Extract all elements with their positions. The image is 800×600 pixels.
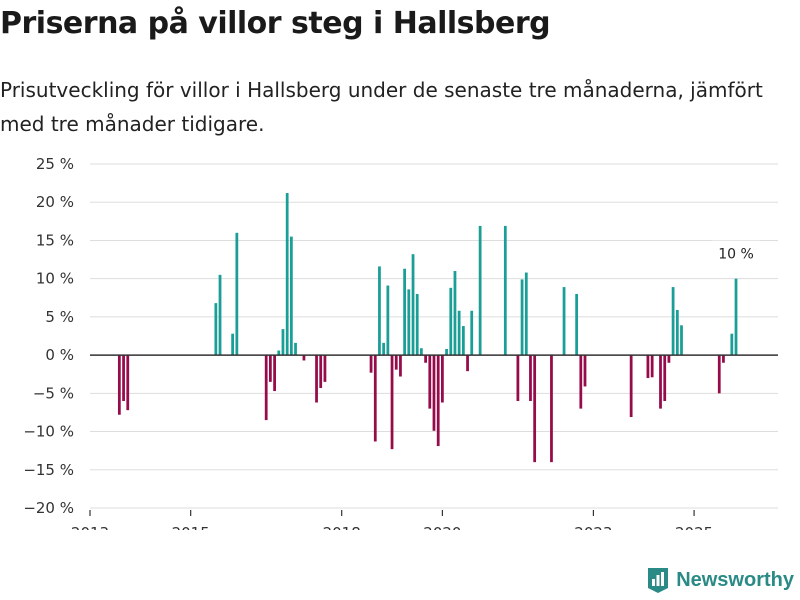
bar bbox=[629, 355, 633, 418]
bars bbox=[117, 193, 738, 463]
y-tick-label: −10 % bbox=[23, 423, 74, 441]
bar bbox=[273, 355, 276, 392]
bar bbox=[503, 225, 507, 356]
brand-name: Newsworthy bbox=[676, 568, 794, 591]
bar bbox=[231, 333, 234, 356]
bar bbox=[579, 355, 583, 409]
bar bbox=[289, 236, 293, 356]
y-tick-label: 10 % bbox=[36, 270, 74, 288]
bar bbox=[432, 355, 436, 431]
bar bbox=[285, 193, 289, 356]
chart-subtitle: Prisutveckling för villor i Hallsberg un… bbox=[0, 78, 763, 136]
bar bbox=[524, 272, 528, 356]
bar bbox=[214, 303, 218, 356]
bar bbox=[470, 310, 474, 356]
bar bbox=[411, 254, 415, 356]
bar bbox=[428, 355, 432, 409]
y-tick-label: 20 % bbox=[36, 193, 74, 211]
bar bbox=[717, 355, 721, 394]
bar bbox=[315, 355, 318, 403]
bar bbox=[516, 355, 520, 401]
bar bbox=[122, 355, 125, 401]
bar bbox=[424, 355, 427, 363]
bar bbox=[562, 287, 566, 356]
bar bbox=[235, 232, 239, 356]
bar bbox=[294, 342, 297, 356]
x-tick-label: 2025 bbox=[675, 524, 713, 530]
bar bbox=[461, 326, 465, 356]
bar bbox=[583, 355, 587, 387]
bar bbox=[533, 355, 537, 463]
bar bbox=[302, 355, 306, 361]
bar bbox=[117, 355, 121, 415]
bar bbox=[575, 293, 579, 356]
bar bbox=[646, 355, 650, 379]
bar bbox=[659, 355, 662, 409]
bar bbox=[126, 355, 130, 411]
bar bbox=[675, 310, 679, 356]
x-tick-label: 2018 bbox=[323, 524, 361, 530]
bar bbox=[382, 342, 386, 356]
y-tick-label: 15 % bbox=[36, 231, 74, 249]
bar bbox=[268, 355, 272, 382]
y-tick-label: 5 % bbox=[45, 308, 74, 326]
chart-title: Priserna på villor steg i Hallsberg bbox=[0, 6, 551, 41]
bar bbox=[319, 355, 323, 388]
bar bbox=[441, 355, 444, 403]
bar bbox=[680, 325, 683, 356]
bar bbox=[394, 355, 398, 370]
bar bbox=[550, 355, 553, 463]
last-value-label: 10 % bbox=[718, 247, 754, 263]
bar bbox=[369, 355, 373, 373]
annotations: 10 % bbox=[712, 240, 761, 265]
bar bbox=[403, 268, 407, 356]
bar bbox=[373, 355, 377, 442]
bar bbox=[420, 348, 423, 356]
bar bbox=[407, 289, 411, 356]
bar bbox=[650, 355, 654, 378]
bar bbox=[218, 274, 222, 356]
bar bbox=[457, 310, 461, 356]
y-tick-label: 25 % bbox=[36, 155, 74, 173]
bar bbox=[671, 287, 675, 356]
bar bbox=[734, 278, 738, 356]
y-tick-label: −20 % bbox=[23, 499, 74, 517]
x-tick-label: 2013 bbox=[71, 524, 109, 530]
bar bbox=[449, 287, 453, 356]
y-tick-label: −15 % bbox=[23, 461, 74, 479]
newsworthy-brand: Newsworthy bbox=[646, 566, 794, 594]
bar bbox=[722, 355, 725, 363]
bar bbox=[466, 355, 469, 372]
annotation-background bbox=[712, 240, 761, 265]
bar bbox=[277, 350, 281, 356]
bar bbox=[323, 355, 327, 382]
bar bbox=[386, 285, 390, 356]
gridlines bbox=[90, 163, 778, 509]
x-tick-label: 2020 bbox=[423, 524, 461, 530]
x-tick-label: 2023 bbox=[574, 524, 612, 530]
bar bbox=[264, 355, 268, 421]
bar bbox=[663, 355, 667, 401]
axes: 25 % 20 % 15 % 10 % 5 % 0 % −5 % −10 % −15 % −20 … bbox=[23, 155, 778, 530]
bar bbox=[390, 355, 394, 450]
bar bbox=[445, 349, 448, 356]
bar bbox=[415, 293, 419, 356]
bar bbox=[453, 271, 457, 356]
bar bbox=[529, 355, 532, 401]
bar bbox=[399, 355, 402, 377]
bar bbox=[478, 225, 482, 356]
y-tick-label: 0 % bbox=[45, 346, 74, 364]
bar-chart: 25 % 20 % 15 % 10 % 5 % 0 % −5 % −10 % −15 % −20 … bbox=[23, 155, 778, 530]
bar bbox=[436, 355, 440, 447]
bar bbox=[667, 355, 671, 363]
bar bbox=[281, 329, 285, 356]
newsworthy-logo-icon bbox=[648, 568, 669, 593]
bar bbox=[378, 266, 381, 356]
x-tick-label: 2015 bbox=[172, 524, 210, 530]
bar bbox=[730, 333, 734, 356]
bar bbox=[520, 279, 524, 356]
y-tick-label: −5 % bbox=[33, 384, 74, 402]
